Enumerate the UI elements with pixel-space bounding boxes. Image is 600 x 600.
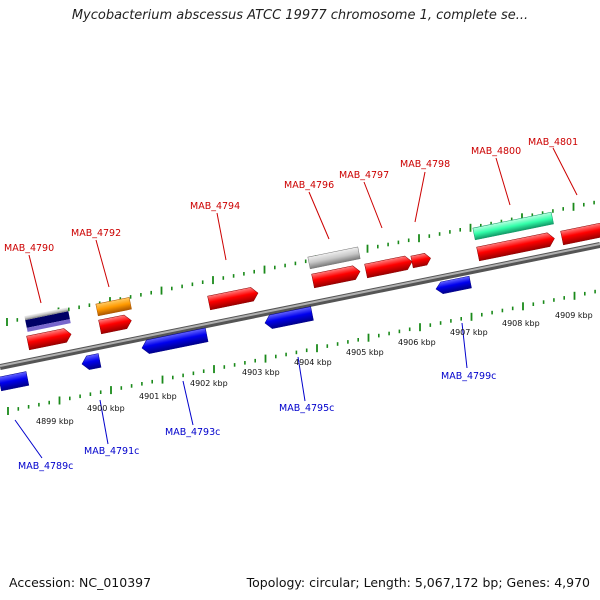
- feature-teal[interactable]: [472, 211, 554, 241]
- leader-mab-4793c: [182, 380, 194, 426]
- gene-mab-4794[interactable]: [207, 286, 260, 311]
- reverse-tick-track: [7, 289, 596, 415]
- tick-label-4904: 4904 kbp: [294, 358, 332, 367]
- tick-label-4909: 4909 kbp: [555, 311, 593, 320]
- leader-mab-4792: [95, 239, 110, 288]
- tick-label-4906: 4906 kbp: [398, 338, 436, 347]
- gene-mab-4790[interactable]: [26, 327, 73, 351]
- gene-label-mab-4797[interactable]: MAB_4797: [339, 170, 389, 181]
- feature-orange[interactable]: [95, 297, 132, 317]
- forward-features: [24, 211, 554, 332]
- gene-mab-4791c[interactable]: [81, 353, 102, 371]
- leader-mab-4790: [28, 254, 42, 304]
- sequence-title: Mycobacterium abscessus ATCC 19977 chrom…: [71, 8, 529, 23]
- accession-text: Accession: NC_010397: [9, 575, 152, 590]
- leader-mab-4791c: [99, 399, 109, 445]
- gene-label-mab-4799c[interactable]: MAB_4799c: [441, 371, 496, 382]
- gene-label-mab-4798[interactable]: MAB_4798: [400, 159, 450, 170]
- tick-label-4907: 4907 kbp: [450, 328, 488, 337]
- gene-label-mab-4801[interactable]: MAB_4801: [528, 137, 578, 148]
- tick-label-4901: 4901 kbp: [139, 392, 177, 401]
- gene-label-mab-4791c[interactable]: MAB_4791c: [84, 446, 139, 457]
- coordinate-tick-labels: 4899 kbp 4900 kbp 4901 kbp 4902 kbp 4903…: [36, 311, 593, 426]
- tick-label-4902: 4902 kbp: [190, 379, 228, 388]
- gene-label-mab-4800[interactable]: MAB_4800: [471, 146, 521, 157]
- gene-label-mab-4795c[interactable]: MAB_4795c: [279, 403, 334, 414]
- feature-gray[interactable]: [307, 246, 361, 270]
- forward-genes: [26, 220, 600, 351]
- forward-gene-labels: MAB_4790 MAB_4792 MAB_4794 MAB_4796 MAB_…: [4, 137, 578, 254]
- gene-label-mab-4792[interactable]: MAB_4792: [71, 228, 121, 239]
- gene-mab-4789c[interactable]: [0, 371, 30, 392]
- leader-mab-4796: [308, 191, 330, 240]
- leader-mab-4798: [414, 171, 426, 223]
- reverse-genes: [0, 275, 472, 392]
- tick-label-4899: 4899 kbp: [36, 417, 74, 426]
- gene-label-mab-4789c[interactable]: MAB_4789c: [18, 461, 73, 472]
- leader-mab-4800: [495, 157, 511, 206]
- gene-mab-4801[interactable]: [560, 220, 600, 246]
- gene-mab-4797[interactable]: [364, 255, 414, 279]
- gene-label-mab-4796[interactable]: MAB_4796: [284, 180, 334, 191]
- leader-mab-4795c: [297, 356, 306, 402]
- genome-summary-text: Topology: circular; Length: 5,067,172 bp…: [246, 575, 590, 590]
- leader-mab-4799c: [461, 322, 468, 369]
- leader-mab-4794: [216, 212, 227, 261]
- leader-mab-4801: [552, 147, 578, 196]
- reverse-gene-labels: MAB_4789c MAB_4791c MAB_4793c MAB_4795c …: [18, 371, 496, 472]
- leader-mab-4797: [363, 181, 383, 229]
- gene-mab-4796[interactable]: [311, 265, 362, 289]
- gene-mab-4799c[interactable]: [435, 275, 472, 295]
- feature-navy-band[interactable]: [24, 307, 71, 332]
- tick-label-4900: 4900 kbp: [87, 404, 125, 413]
- chromosome-backbone-highlight: [0, 243, 600, 367]
- tick-label-4908: 4908 kbp: [502, 319, 540, 328]
- gene-mab-4793c[interactable]: [141, 327, 209, 355]
- leader-mab-4789c: [14, 419, 43, 459]
- tick-label-4903: 4903 kbp: [242, 368, 280, 377]
- forward-leader-lines: [28, 147, 578, 304]
- gene-label-mab-4794[interactable]: MAB_4794: [190, 201, 240, 212]
- reverse-leader-lines: [14, 322, 468, 459]
- gene-mab-4792[interactable]: [98, 314, 133, 335]
- gene-mab-4800[interactable]: [476, 232, 556, 262]
- gene-label-mab-4790[interactable]: MAB_4790: [4, 243, 54, 254]
- gene-label-mab-4793c[interactable]: MAB_4793c: [165, 427, 220, 438]
- tick-label-4905: 4905 kbp: [346, 348, 384, 357]
- gene-mab-4795c[interactable]: [264, 306, 314, 330]
- gene-mab-4798[interactable]: [410, 252, 432, 269]
